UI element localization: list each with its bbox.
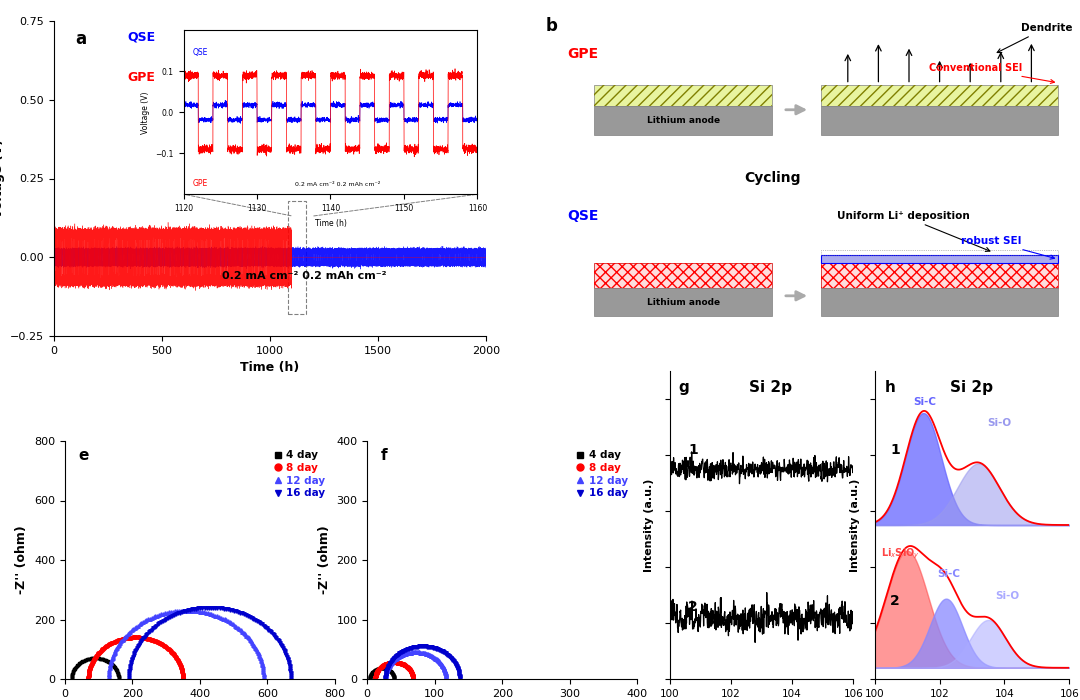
Bar — [288, 200, 306, 314]
Text: 2: 2 — [890, 594, 900, 608]
Text: 0.2 mA cm⁻² 0.2 mAh cm⁻²: 0.2 mA cm⁻² 0.2 mAh cm⁻² — [222, 272, 387, 281]
Text: robust SEI: robust SEI — [961, 236, 1054, 259]
Text: c: c — [29, 288, 38, 302]
Text: Si 2p: Si 2p — [750, 380, 792, 395]
Text: 5 μm: 5 μm — [33, 399, 65, 409]
Y-axis label: Intensity (a.u.): Intensity (a.u.) — [850, 478, 860, 572]
Text: Si-C: Si-C — [937, 569, 960, 580]
Text: 2: 2 — [688, 600, 698, 614]
Text: g: g — [678, 380, 689, 395]
Text: Dendrite: Dendrite — [997, 23, 1072, 52]
Legend: 4 day, 8 day, 12 day, 16 day: 4 day, 8 day, 12 day, 16 day — [572, 446, 632, 503]
Text: f: f — [381, 448, 388, 463]
Text: 5 μm: 5 μm — [249, 399, 281, 409]
Y-axis label: Intensity (a.u.): Intensity (a.u.) — [645, 478, 654, 572]
Text: Si-O: Si-O — [987, 419, 1012, 428]
Y-axis label: -Z'' (ohm): -Z'' (ohm) — [318, 526, 330, 594]
Text: Conventional SEI: Conventional SEI — [929, 63, 1054, 83]
Text: Si-O: Si-O — [996, 591, 1020, 601]
Text: GPE: GPE — [127, 71, 156, 85]
X-axis label: Time (h): Time (h) — [241, 361, 299, 374]
Legend: 4 day, 8 day, 12 day, 16 day: 4 day, 8 day, 12 day, 16 day — [270, 446, 329, 503]
Y-axis label: -Z'' (ohm): -Z'' (ohm) — [15, 526, 28, 594]
Text: Si 2p: Si 2p — [950, 380, 994, 395]
Text: h: h — [885, 380, 895, 395]
FancyBboxPatch shape — [821, 85, 1058, 106]
Text: Lithium anode: Lithium anode — [647, 116, 719, 125]
Text: Lithium anode: Lithium anode — [647, 298, 719, 307]
Text: Cycling: Cycling — [744, 171, 800, 185]
FancyBboxPatch shape — [594, 106, 772, 135]
Text: 1: 1 — [688, 443, 698, 457]
Text: Li$_x$SiO$_y$: Li$_x$SiO$_y$ — [880, 546, 919, 561]
Text: d: d — [245, 288, 255, 302]
Text: Uniform Li⁺ deposition: Uniform Li⁺ deposition — [837, 211, 990, 251]
Text: GPE: GPE — [567, 48, 598, 62]
Text: 1: 1 — [890, 443, 900, 457]
Text: b: b — [545, 18, 557, 36]
Text: QSE: QSE — [127, 31, 156, 43]
FancyBboxPatch shape — [594, 85, 772, 106]
FancyBboxPatch shape — [821, 256, 1058, 262]
Text: QSE: QSE — [567, 209, 598, 223]
Text: e: e — [78, 448, 89, 463]
FancyBboxPatch shape — [821, 106, 1058, 135]
Text: a: a — [76, 31, 86, 48]
FancyBboxPatch shape — [594, 262, 772, 288]
Y-axis label: Voltage (V): Voltage (V) — [0, 139, 4, 218]
FancyBboxPatch shape — [821, 262, 1058, 288]
FancyBboxPatch shape — [821, 288, 1058, 316]
Text: Si-C: Si-C — [914, 397, 936, 407]
FancyBboxPatch shape — [594, 288, 772, 316]
